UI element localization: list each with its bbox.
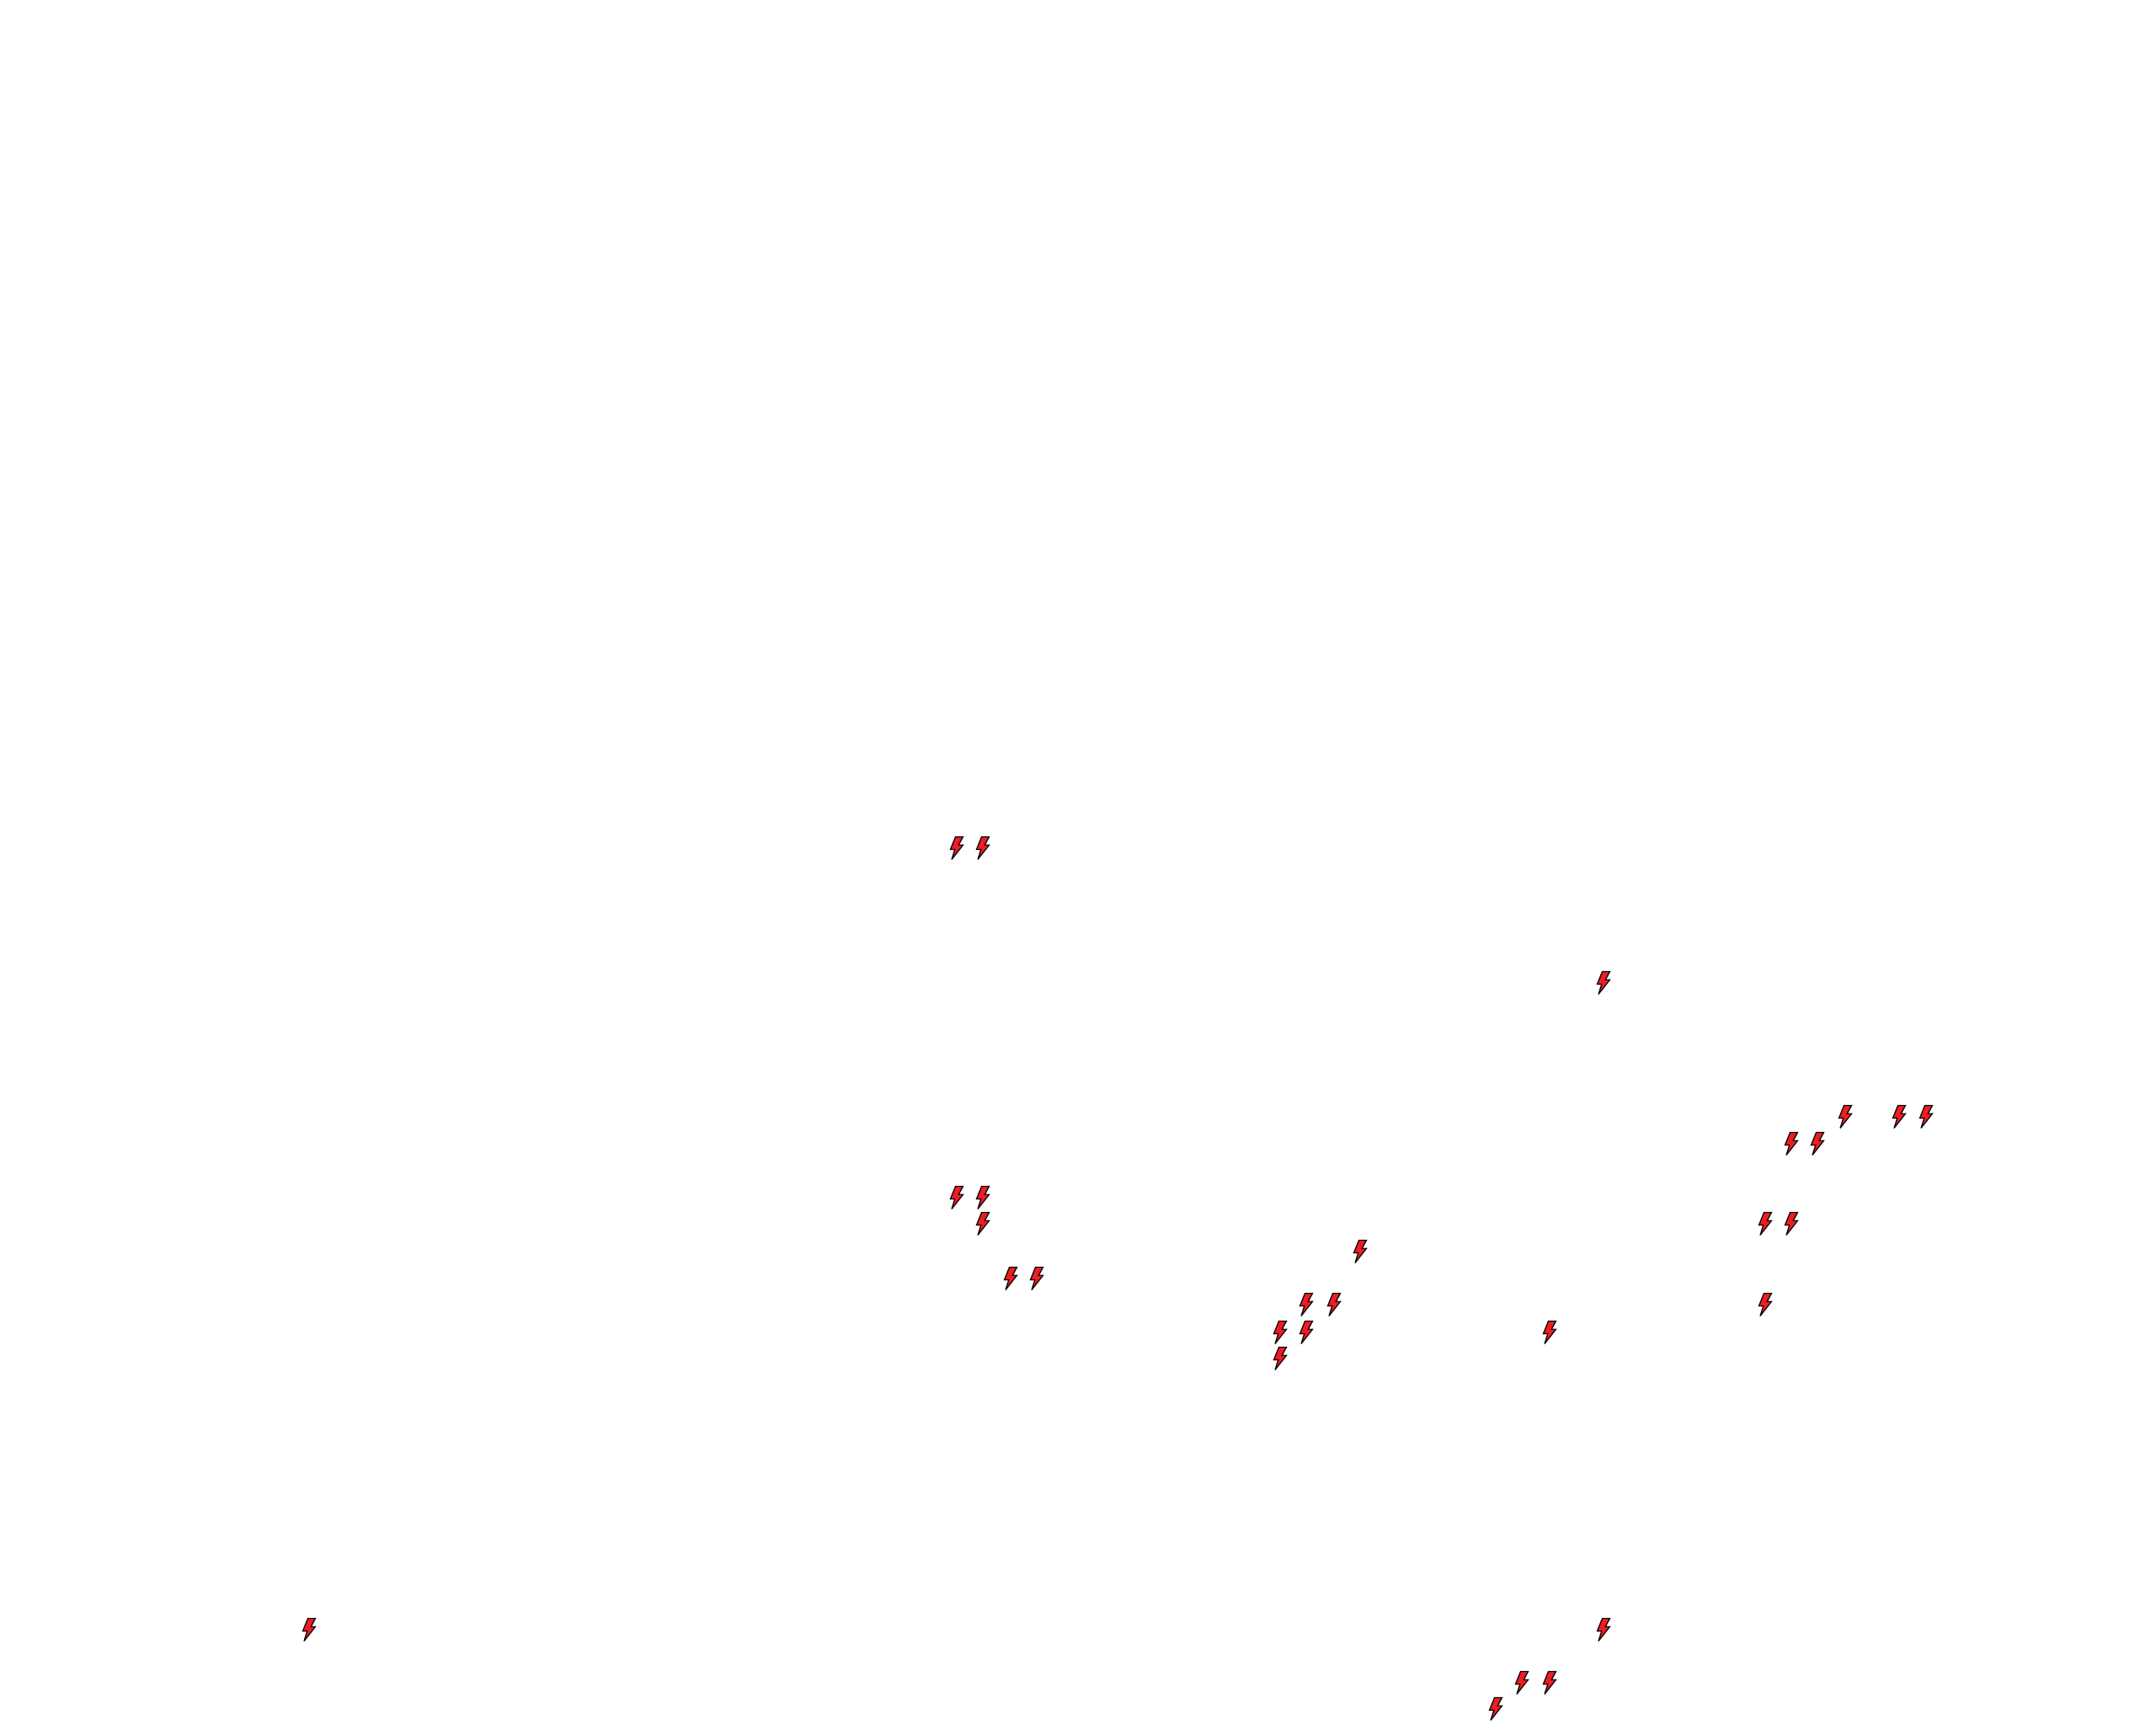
lightning-bolt-icon[interactable] (1591, 970, 1616, 996)
lightning-bolt-icon[interactable] (1537, 1320, 1562, 1345)
lightning-bolt-icon[interactable] (1779, 1131, 1804, 1156)
lightning-bolt-icon[interactable] (944, 1185, 969, 1210)
lightning-bolt-icon[interactable] (1591, 1617, 1616, 1642)
lightning-bolt-icon[interactable] (1753, 1292, 1778, 1317)
lightning-bolt-icon[interactable] (1348, 1239, 1373, 1264)
lightning-bolt-icon[interactable] (1753, 1211, 1778, 1236)
lightning-bolt-icon[interactable] (1294, 1292, 1319, 1317)
lightning-bolt-icon[interactable] (970, 836, 995, 861)
lightning-bolt-icon[interactable] (1886, 1104, 1912, 1130)
lightning-bolt-icon[interactable] (970, 1185, 995, 1210)
lightning-bolt-icon[interactable] (1913, 1104, 1939, 1130)
lightning-bolt-icon[interactable] (1267, 1346, 1293, 1371)
lightning-bolt-icon[interactable] (1779, 1211, 1804, 1236)
lightning-bolt-icon[interactable] (1509, 1670, 1534, 1696)
lightning-bolt-icon[interactable] (944, 836, 969, 861)
lightning-bolt-icon[interactable] (1805, 1131, 1830, 1156)
lightning-bolt-icon[interactable] (1321, 1292, 1347, 1317)
lightning-bolt-icon[interactable] (1024, 1266, 1049, 1291)
lightning-bolt-icon[interactable] (1267, 1320, 1293, 1345)
lightning-bolt-icon[interactable] (970, 1211, 995, 1236)
lightning-bolt-icon[interactable] (1833, 1104, 1858, 1130)
lightning-bolt-icon[interactable] (296, 1617, 322, 1642)
lightning-bolt-icon[interactable] (1483, 1696, 1508, 1722)
lightning-bolt-icon[interactable] (998, 1266, 1023, 1291)
lightning-bolt-icon[interactable] (1294, 1320, 1319, 1345)
lightning-bolt-icon[interactable] (1537, 1670, 1562, 1696)
